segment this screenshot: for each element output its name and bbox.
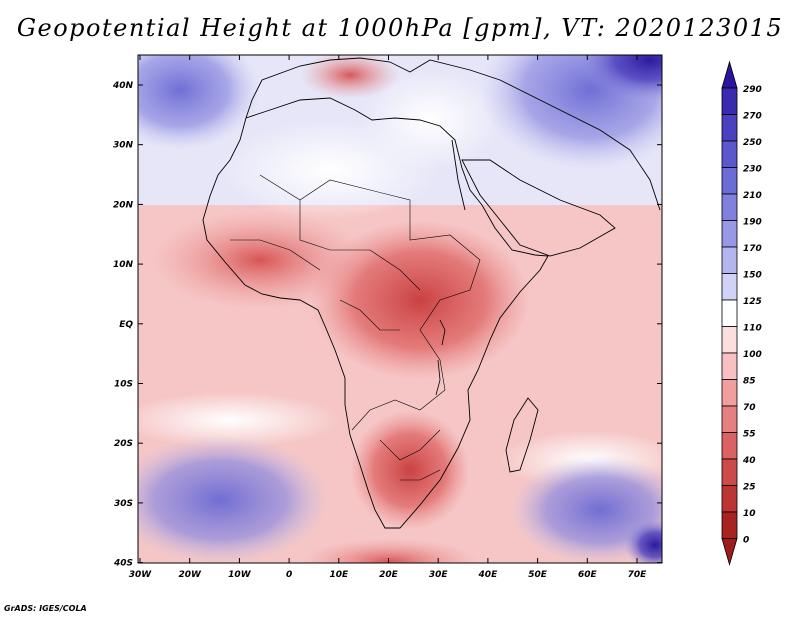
- lat-label: EQ: [119, 320, 133, 330]
- lat-label: 20N: [113, 200, 134, 210]
- lon-label: 0: [286, 570, 292, 580]
- lat-label: 30S: [114, 499, 133, 509]
- country-borders: [230, 174, 481, 481]
- colorbar-label: 190: [743, 218, 762, 228]
- colorbar-segment: [721, 140, 738, 168]
- field-west-africa-low: [150, 210, 370, 310]
- colorbar-label: 210: [743, 191, 762, 201]
- field-asia-high: [580, 55, 662, 100]
- nile: [451, 139, 466, 211]
- africa-outline: [202, 97, 549, 529]
- colorbar-label: 55: [743, 430, 756, 440]
- colorbar: 2902702502302101901701501251101008570554…: [721, 60, 762, 566]
- colorbar-segment: [721, 326, 738, 354]
- colorbar-segment: [721, 273, 738, 301]
- lon-label: 60E: [578, 570, 598, 580]
- colorbar-segment: [721, 167, 738, 195]
- lon-label: 30E: [429, 570, 449, 580]
- colorbar-segment: [721, 511, 738, 539]
- coastlines: [202, 57, 661, 529]
- colorbar-label: 85: [743, 377, 756, 387]
- lat-label: 10N: [113, 260, 134, 270]
- field-indian-high-core: [625, 520, 662, 563]
- colorbar-segment: [721, 87, 738, 115]
- colorbar-segment: [721, 220, 738, 248]
- lon-label: 30W: [129, 570, 153, 580]
- field-egypt-white: [360, 70, 500, 170]
- plot-border: [137, 54, 663, 564]
- lat-label: 40S: [113, 559, 133, 569]
- colorbar-label: 125: [743, 297, 762, 307]
- colorbar-segment: [721, 352, 738, 380]
- colorbar-label: 25: [743, 483, 756, 493]
- colorbar-bottom-arrow: [721, 538, 738, 566]
- field-atlantic-north-low: [138, 55, 260, 150]
- lon-label: 10W: [228, 570, 252, 580]
- arabia-outline: [461, 159, 616, 257]
- colorbar-label: 150: [743, 271, 762, 281]
- colorbar-label: 40: [742, 456, 756, 466]
- colorbar-label: 10: [743, 509, 756, 519]
- credit-label: GrADS: IGES/COLA: [4, 604, 87, 613]
- field-med-low: [300, 55, 400, 99]
- colorbar-label: 230: [743, 165, 762, 175]
- colorbar-segment: [721, 246, 738, 274]
- colorbar-label: 250: [743, 138, 762, 148]
- field-mideast-high: [480, 55, 662, 170]
- lon-label: 20E: [379, 570, 399, 580]
- field-indian-high: [510, 455, 662, 563]
- colorbar-segment: [721, 379, 738, 407]
- colorbar-segment: [721, 114, 738, 142]
- colorbar-segment: [721, 193, 738, 221]
- colorbar-segment: [721, 458, 738, 486]
- field-southern-low: [300, 538, 480, 563]
- latitude-axis: 40N 30N 20N 10N EQ 10S 20S 30S 40S: [112, 81, 662, 569]
- colorbar-label: 70: [743, 403, 756, 413]
- lat-label: 10S: [114, 380, 133, 390]
- colorbar-top-arrow: [721, 60, 738, 89]
- map-title: Geopotential Height at 1000hPa [gpm], VT…: [16, 14, 784, 42]
- lakes: [435, 319, 446, 396]
- field-south-atlantic-white: [138, 392, 340, 448]
- lon-label: 50E: [528, 570, 548, 580]
- lat-label: 40N: [112, 81, 134, 91]
- madagascar-outline: [505, 397, 539, 473]
- geopotential-field: [138, 55, 662, 563]
- lat-label: 30N: [113, 141, 134, 151]
- colorbar-segment: [721, 432, 738, 460]
- field-south-africa-low: [350, 410, 470, 530]
- colorbar-label: 170: [743, 244, 762, 254]
- field-south-atlantic-high: [138, 435, 330, 563]
- lon-label: 70E: [628, 570, 648, 580]
- lon-label: 10E: [329, 570, 349, 580]
- lat-label: 20S: [114, 439, 133, 449]
- lon-label: 40E: [478, 570, 499, 580]
- colorbar-segment: [721, 299, 738, 327]
- lon-label: 20W: [178, 570, 202, 580]
- colorbar-label: 290: [743, 85, 762, 95]
- colorbar-segment: [721, 485, 738, 513]
- colorbar-segment: [721, 405, 738, 433]
- colorbar-label: 0: [743, 536, 749, 546]
- colorbar-label: 110: [743, 324, 762, 334]
- europe-outline: [245, 57, 521, 119]
- asia-outline: [519, 89, 661, 211]
- longitude-axis: 30W 20W 10W 0 10E 20E 30E 40E 50E 60E 70E: [129, 55, 647, 580]
- colorbar-label: 100: [743, 350, 762, 360]
- colorbar-label: 270: [743, 112, 762, 122]
